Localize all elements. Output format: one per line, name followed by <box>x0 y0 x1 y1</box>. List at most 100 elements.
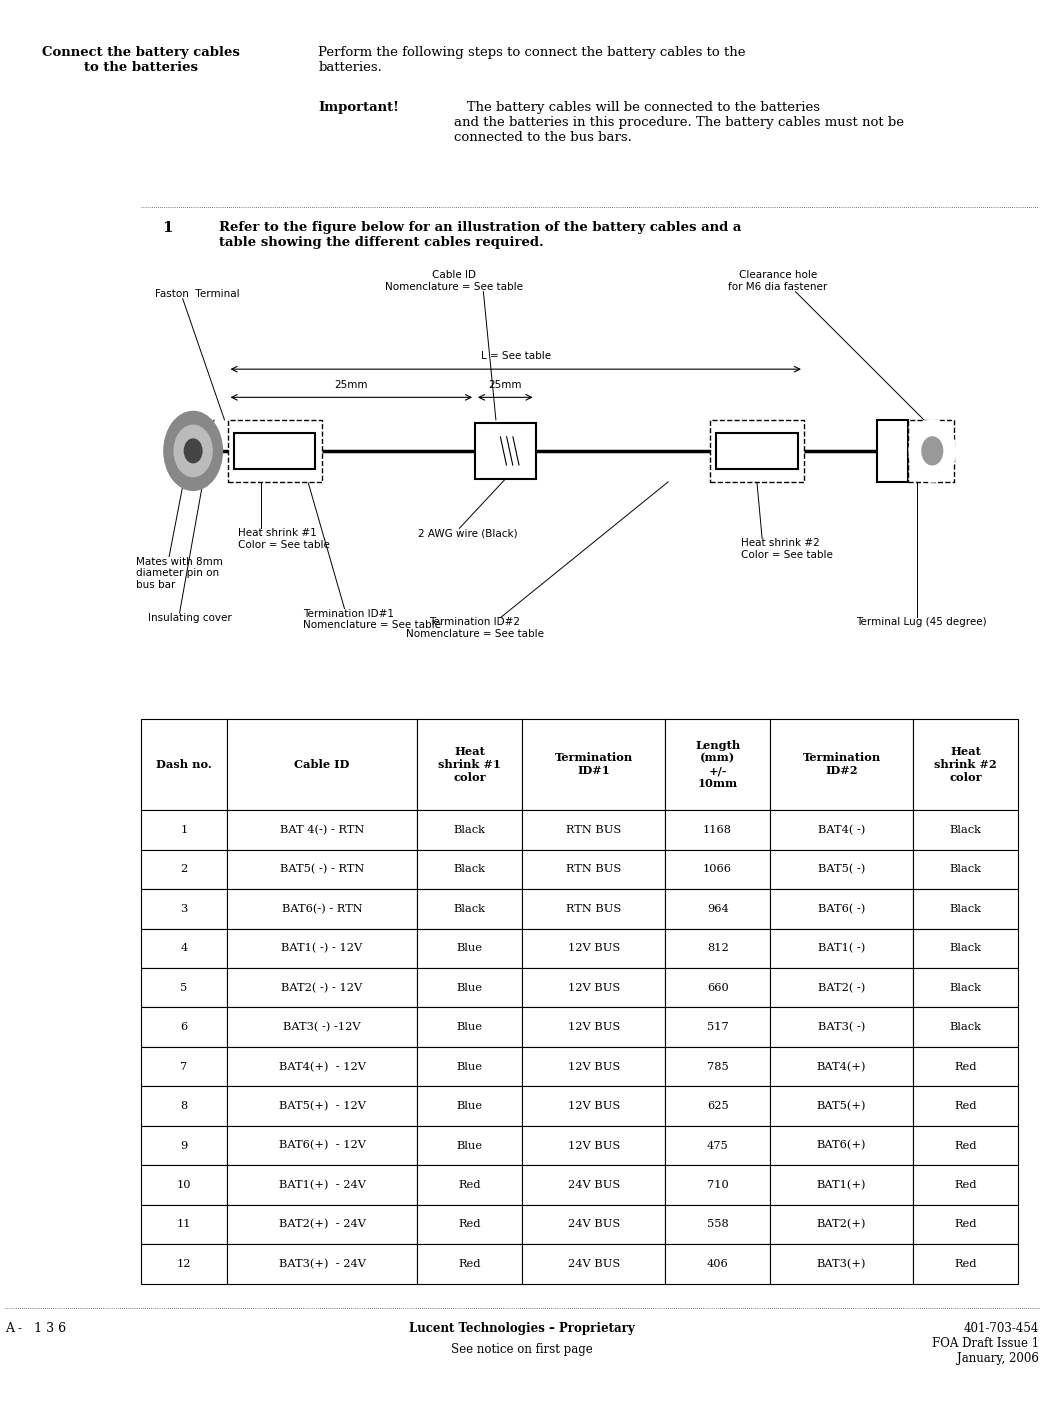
Text: Red: Red <box>954 1061 977 1072</box>
Circle shape <box>185 440 201 462</box>
Text: Red: Red <box>954 1140 977 1151</box>
Bar <box>914 1007 1018 1047</box>
Bar <box>914 1244 1018 1284</box>
Text: 10: 10 <box>176 1179 191 1191</box>
Bar <box>770 810 914 850</box>
Bar <box>418 1086 522 1126</box>
Bar <box>522 810 665 850</box>
Text: Heat
shrink #1
color: Heat shrink #1 color <box>438 747 501 782</box>
Text: Insulating cover: Insulating cover <box>148 613 232 623</box>
Bar <box>877 420 908 482</box>
Text: BAT4( -): BAT4( -) <box>817 824 865 836</box>
Bar <box>227 889 418 929</box>
Text: Black: Black <box>454 903 485 914</box>
Text: 12: 12 <box>176 1258 191 1270</box>
Text: Black: Black <box>950 903 981 914</box>
Circle shape <box>164 411 222 490</box>
Text: Cable ID
Nomenclature = See table: Cable ID Nomenclature = See table <box>385 271 523 292</box>
Text: 401-703-454
FOA Draft Issue 1
January, 2006: 401-703-454 FOA Draft Issue 1 January, 2… <box>931 1322 1039 1365</box>
Text: BAT5( -) - RTN: BAT5( -) - RTN <box>280 864 364 875</box>
Text: BAT6(+): BAT6(+) <box>816 1140 867 1151</box>
Text: BAT2( -) - 12V: BAT2( -) - 12V <box>282 982 362 993</box>
Bar <box>710 420 804 482</box>
Text: 1066: 1066 <box>704 864 732 875</box>
Text: Heat
shrink #2
color: Heat shrink #2 color <box>934 747 997 782</box>
Text: Blue: Blue <box>457 1140 482 1151</box>
Bar <box>418 929 522 968</box>
Bar <box>914 850 1018 889</box>
Bar <box>716 433 798 469</box>
Text: 2: 2 <box>181 864 188 875</box>
Text: 6: 6 <box>181 1022 188 1033</box>
Bar <box>141 1244 227 1284</box>
Text: 710: 710 <box>707 1179 729 1191</box>
Bar <box>522 719 665 810</box>
Bar <box>770 929 914 968</box>
Bar <box>914 929 1018 968</box>
Text: Black: Black <box>950 943 981 954</box>
Text: Lucent Technologies – Proprietary: Lucent Technologies – Proprietary <box>409 1322 635 1334</box>
Text: BAT1(+)  - 24V: BAT1(+) - 24V <box>279 1179 365 1191</box>
Bar <box>418 1205 522 1244</box>
Bar <box>665 1165 770 1205</box>
Bar <box>522 1205 665 1244</box>
Text: Clearance hole
for M6 dia fastener: Clearance hole for M6 dia fastener <box>728 271 828 292</box>
Bar <box>227 1007 418 1047</box>
Text: BAT5(+): BAT5(+) <box>816 1100 867 1112</box>
Bar <box>914 889 1018 929</box>
Bar <box>522 1007 665 1047</box>
Text: Length
(mm)
+/-
10mm: Length (mm) +/- 10mm <box>695 740 740 789</box>
Text: Termination ID#2
Nomenclature = See table: Termination ID#2 Nomenclature = See tabl… <box>406 617 544 638</box>
Text: 8: 8 <box>181 1100 188 1112</box>
Bar <box>418 1047 522 1086</box>
Bar <box>141 968 227 1007</box>
Text: 9: 9 <box>181 1140 188 1151</box>
Text: RTN BUS: RTN BUS <box>566 824 621 836</box>
Text: 812: 812 <box>707 943 729 954</box>
Bar <box>227 1244 418 1284</box>
Text: The battery cables will be connected to the batteries
and the batteries in this : The battery cables will be connected to … <box>454 101 904 145</box>
Text: 12V BUS: 12V BUS <box>568 1061 620 1072</box>
Text: 1: 1 <box>162 221 172 235</box>
Text: Blue: Blue <box>457 982 482 993</box>
Text: Important!: Important! <box>318 101 399 114</box>
Text: Blue: Blue <box>457 1022 482 1033</box>
Text: BAT1(+): BAT1(+) <box>816 1179 867 1191</box>
Bar <box>418 810 522 850</box>
Bar <box>665 968 770 1007</box>
Text: Termination ID#1
Nomenclature = See table: Termination ID#1 Nomenclature = See tabl… <box>303 609 441 630</box>
Text: 25mm: 25mm <box>334 380 369 390</box>
Bar <box>665 1047 770 1086</box>
Text: BAT3( -) -12V: BAT3( -) -12V <box>283 1022 361 1033</box>
Bar <box>770 1086 914 1126</box>
Bar <box>141 719 227 810</box>
Bar <box>227 929 418 968</box>
Text: 25mm: 25mm <box>489 380 522 390</box>
Text: RTN BUS: RTN BUS <box>566 903 621 914</box>
Text: 475: 475 <box>707 1140 729 1151</box>
Text: Red: Red <box>458 1179 481 1191</box>
Bar <box>227 719 418 810</box>
Bar <box>141 810 227 850</box>
Text: Refer to the figure below for an illustration of the battery cables and a
table : Refer to the figure below for an illustr… <box>219 221 741 249</box>
Text: Black: Black <box>454 824 485 836</box>
Bar <box>418 850 522 889</box>
Text: BAT3( -): BAT3( -) <box>817 1022 865 1033</box>
Text: BAT 4(-) - RTN: BAT 4(-) - RTN <box>280 824 364 836</box>
Bar <box>141 1007 227 1047</box>
Text: BAT6(-) - RTN: BAT6(-) - RTN <box>282 903 362 914</box>
Circle shape <box>174 426 212 476</box>
Bar <box>418 1126 522 1165</box>
Text: 24V BUS: 24V BUS <box>568 1179 620 1191</box>
Bar <box>227 968 418 1007</box>
Text: 12V BUS: 12V BUS <box>568 943 620 954</box>
Bar <box>227 1165 418 1205</box>
Text: Dash no.: Dash no. <box>156 759 212 769</box>
Text: Mates with 8mm
diameter pin on
bus bar: Mates with 8mm diameter pin on bus bar <box>136 557 222 590</box>
Text: 5: 5 <box>181 982 188 993</box>
Text: 12V BUS: 12V BUS <box>568 1140 620 1151</box>
Bar <box>522 889 665 929</box>
Text: 12V BUS: 12V BUS <box>568 982 620 993</box>
Bar <box>522 968 665 1007</box>
Text: 964: 964 <box>707 903 729 914</box>
